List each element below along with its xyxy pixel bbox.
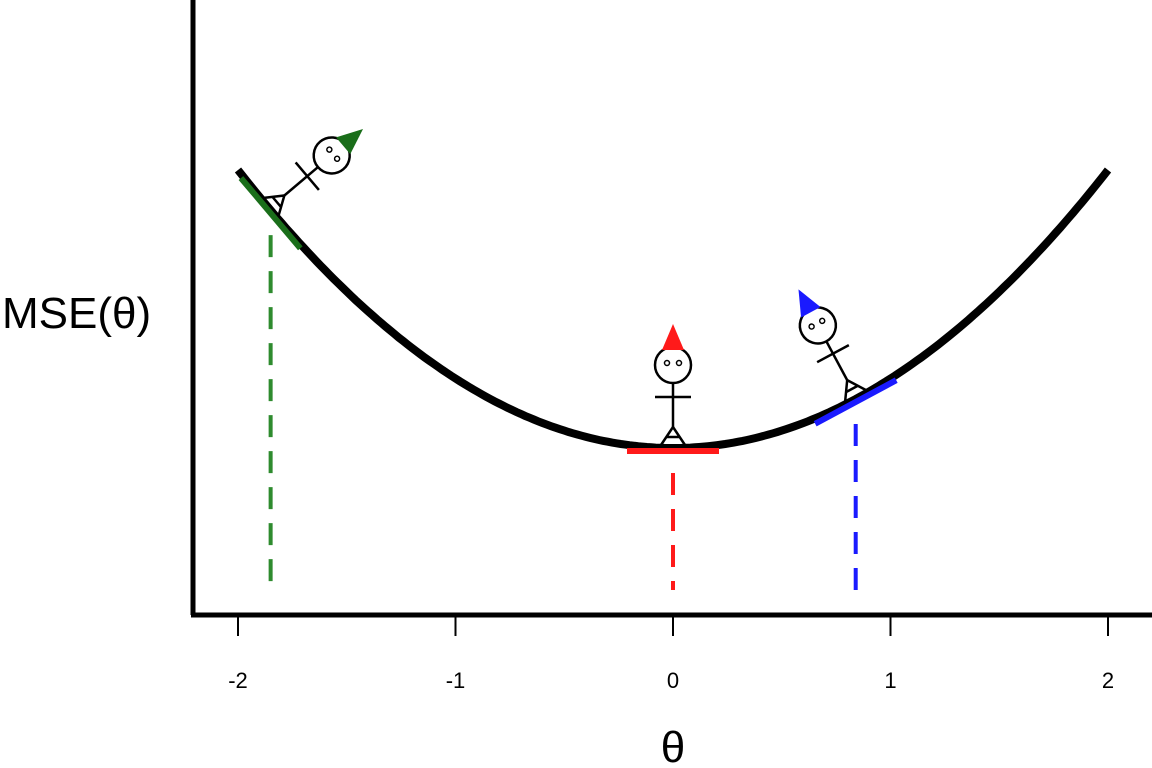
x-axis-ticks: -2 -1 0 1 2 (228, 615, 1114, 693)
y-axis-title: MSE(θ) (2, 289, 151, 338)
stick-figure-icon (653, 324, 693, 446)
stick-figures (262, 128, 867, 446)
tangent-lines (238, 176, 898, 454)
x-tick-label: 0 (667, 668, 679, 693)
x-tick-label: 1 (884, 668, 896, 693)
dashed-droplines (268, 235, 858, 590)
x-tick-label: -1 (446, 668, 466, 693)
stick-figure-icon (262, 128, 364, 217)
x-tick-label: -2 (228, 668, 248, 693)
x-tick-label: 2 (1102, 668, 1114, 693)
x-axis-title: θ (661, 723, 685, 768)
tangent-green (238, 176, 303, 251)
stick-figure-icon (798, 289, 867, 402)
tangent-blue (813, 377, 898, 427)
